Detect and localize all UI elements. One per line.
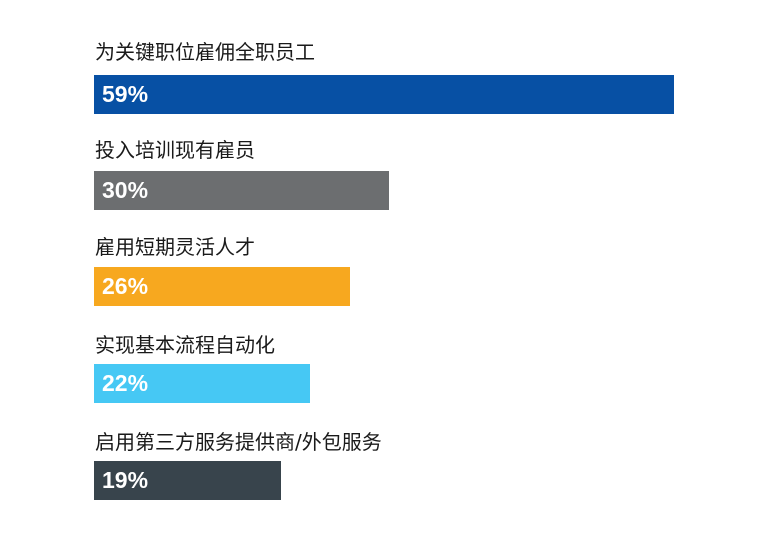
data-label: 19% — [102, 467, 149, 493]
bar: 19% — [94, 461, 281, 500]
category-label: 启用第三方服务提供商/外包服务 — [95, 430, 382, 454]
bar: 26% — [94, 267, 350, 306]
data-label: 26% — [102, 273, 149, 299]
bar: 59% — [94, 75, 674, 114]
category-label: 为关键职位雇佣全职员工 — [95, 40, 315, 64]
bar: 22% — [94, 364, 310, 403]
category-label: 投入培训现有雇员 — [95, 138, 255, 162]
category-label: 雇用短期灵活人才 — [95, 235, 255, 259]
bar: 30% — [94, 171, 389, 210]
data-label: 30% — [102, 177, 149, 203]
data-label: 59% — [102, 81, 149, 107]
category-label: 实现基本流程自动化 — [95, 333, 275, 357]
data-label: 22% — [102, 370, 149, 396]
